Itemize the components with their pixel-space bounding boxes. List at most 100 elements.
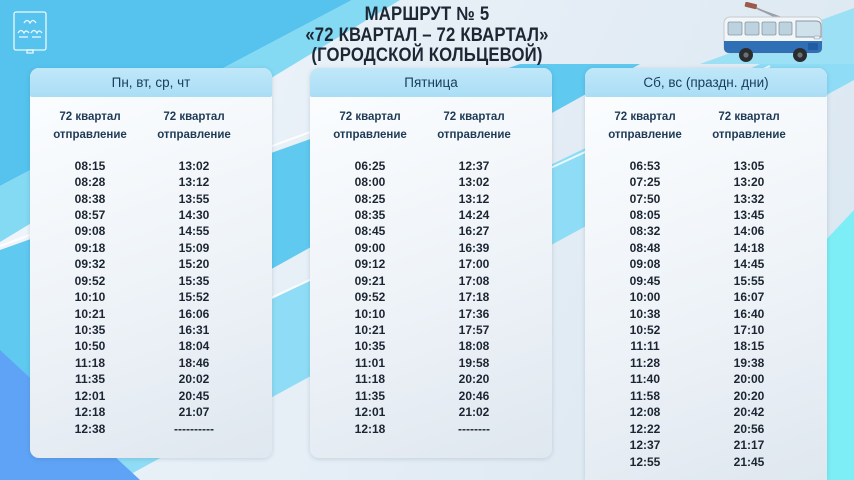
- table-row: 08:57 14:30: [38, 207, 246, 223]
- table-row: 11:35 20:02: [38, 371, 246, 387]
- table-row: 11:40 20:00: [593, 371, 801, 387]
- time-cell: 11:35: [354, 388, 386, 403]
- time-cell: 20:42: [733, 405, 765, 420]
- time-cell: 11:18: [74, 355, 106, 370]
- table-row: 06:25 12:37: [318, 158, 526, 174]
- time-cell: 12:18: [74, 405, 106, 420]
- table-row: 08:05 13:45: [593, 207, 801, 223]
- time-cell: 09:21: [354, 273, 386, 288]
- time-cell: 18:08: [458, 339, 490, 354]
- time-cell: 08:00: [354, 175, 386, 190]
- time-cell: 10:10: [354, 306, 386, 321]
- table-row: 08:25 13:12: [318, 191, 526, 207]
- table-row: 10:10 17:36: [318, 306, 526, 322]
- time-cell: 09:08: [74, 224, 106, 239]
- stop-subheader: 72 квартал отправление: [157, 111, 231, 141]
- time-cell: 19:38: [733, 355, 765, 370]
- time-cell: 14:45: [733, 257, 765, 272]
- table-row: 07:50 13:32: [593, 191, 801, 207]
- time-cell: 09:32: [74, 257, 106, 272]
- time-cell: 15:52: [178, 290, 210, 305]
- table-row: 08:45 16:27: [318, 223, 526, 239]
- column-subheaders: 72 квартал отправление 72 квартал отправ…: [38, 109, 246, 145]
- table-row: 10:35 18:08: [318, 338, 526, 354]
- table-row: 12:08 20:42: [593, 404, 801, 420]
- table-row: 11:28 19:38: [593, 355, 801, 371]
- table-row: 10:50 18:04: [38, 338, 246, 354]
- table-row: 12:18 --------: [318, 421, 526, 437]
- time-cell: 19:58: [458, 355, 490, 370]
- time-cell: 14:30: [178, 207, 210, 222]
- table-row: 09:18 15:09: [38, 240, 246, 256]
- trolleybus-icon: [723, 2, 823, 62]
- time-cell: 14:18: [733, 240, 765, 255]
- time-cell: 12:22: [629, 421, 661, 436]
- schedule-panel-mon-thu: Пн, вт, ср, чт 72 квартал отправление 72…: [30, 68, 272, 458]
- table-row: 10:10 15:52: [38, 289, 246, 305]
- table-row: 06:53 13:05: [593, 158, 801, 174]
- table-row: 10:52 17:10: [593, 322, 801, 338]
- time-cell: 10:00: [629, 290, 661, 305]
- time-cell: 21:02: [458, 405, 490, 420]
- table-row: 10:21 17:57: [318, 322, 526, 338]
- time-cell: 17:36: [458, 306, 490, 321]
- time-cell: 08:57: [74, 207, 106, 222]
- time-cell: 08:25: [354, 191, 386, 206]
- time-cell: 12:01: [74, 388, 106, 403]
- coat-of-arms-icon: [13, 11, 47, 54]
- table-row: 09:12 17:00: [318, 256, 526, 272]
- time-cell: 12:37: [458, 158, 490, 173]
- time-cell: 16:40: [733, 306, 765, 321]
- time-cell: 17:10: [733, 323, 765, 337]
- time-cell: 20:20: [733, 388, 765, 403]
- time-cell: 17:18: [458, 290, 490, 305]
- time-cell: 12:38: [74, 421, 106, 436]
- time-cell: 10:35: [74, 323, 106, 337]
- time-cell: 21:07: [178, 405, 210, 420]
- time-cell: 08:15: [74, 158, 106, 173]
- route-name: «72 КВАРТАЛ – 72 КВАРТАЛ»: [305, 24, 549, 46]
- time-cell: 10:50: [74, 339, 106, 354]
- time-cell: 08:05: [629, 207, 661, 222]
- table-row: 09:08 14:55: [38, 223, 246, 239]
- table-row: 09:45 15:55: [593, 273, 801, 289]
- time-cell: 10:35: [354, 339, 386, 354]
- time-cell: 13:02: [178, 158, 210, 173]
- time-cell: 10:21: [74, 306, 106, 321]
- time-cell: 20:46: [458, 388, 490, 403]
- time-cell: 13:12: [458, 191, 490, 206]
- table-row: 09:32 15:20: [38, 256, 246, 272]
- table-row: 11:01 19:58: [318, 355, 526, 371]
- time-cell: 15:09: [178, 240, 210, 255]
- time-cell: 12:01: [354, 405, 386, 420]
- table-row: 07:25 13:20: [593, 174, 801, 190]
- table-row: 12:38 ----------: [38, 421, 246, 437]
- stop-subheader: 72 квартал отправление: [333, 111, 407, 141]
- time-cell: 08:38: [74, 191, 106, 206]
- times-table: 08:15 13:02 08:28 13:12 08:38 13:55 08:57 14:30…: [38, 158, 246, 437]
- time-cell: 11:58: [629, 388, 661, 403]
- time-cell: 09:08: [629, 257, 661, 272]
- time-cell: 21:17: [733, 438, 765, 453]
- table-row: 08:00 13:02: [318, 174, 526, 190]
- time-cell: 15:55: [733, 273, 765, 288]
- time-cell: 14:06: [733, 224, 765, 239]
- time-cell: 09:12: [354, 257, 386, 272]
- time-cell: --------: [458, 421, 490, 436]
- table-row: 10:38 16:40: [593, 306, 801, 322]
- column-subheaders: 72 квартал отправление 72 квартал отправ…: [593, 109, 801, 145]
- stop-subheader: 72 квартал отправление: [608, 111, 682, 141]
- table-row: 08:35 14:24: [318, 207, 526, 223]
- time-cell: 12:08: [629, 405, 661, 420]
- time-cell: 07:50: [629, 191, 661, 206]
- table-row: 10:21 16:06: [38, 306, 246, 322]
- table-row: 08:15 13:02: [38, 158, 246, 174]
- time-cell: 15:35: [178, 273, 210, 288]
- table-row: 11:18 20:20: [318, 371, 526, 387]
- time-cell: 16:31: [178, 323, 210, 337]
- time-cell: 12:37: [629, 438, 661, 453]
- table-row: 12:18 21:07: [38, 404, 246, 420]
- stop-subheader: 72 квартал отправление: [53, 111, 127, 141]
- time-cell: 11:11: [630, 339, 660, 354]
- route-number: МАРШРУТ № 5: [364, 4, 490, 25]
